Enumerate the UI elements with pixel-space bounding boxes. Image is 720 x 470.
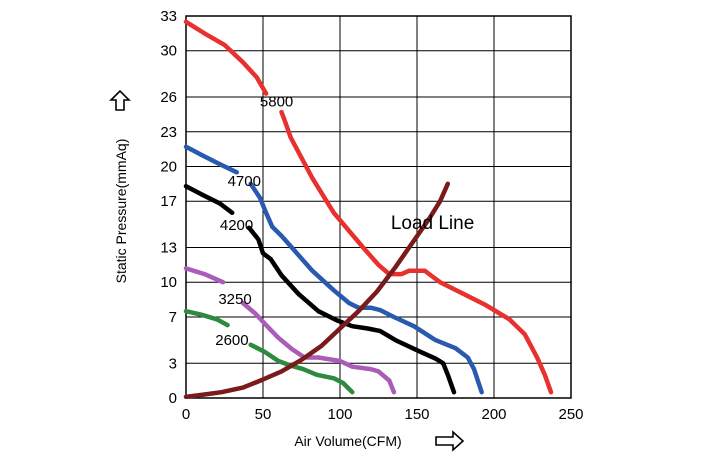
x-tick-label: 200 <box>481 406 506 423</box>
series-line-4200 <box>246 225 457 395</box>
curve-labels: 5800 4700 4200 3250 2600 Load Line <box>215 93 474 348</box>
series-line-5800 <box>279 109 554 395</box>
series-line-3250 <box>183 266 226 285</box>
y-tick-label: 30 <box>160 43 177 60</box>
series-label-3250: 3250 <box>218 291 251 308</box>
series-line-5800 <box>183 19 269 96</box>
series-line-2600 <box>183 308 230 328</box>
series-line-4200 <box>183 183 235 216</box>
series-label-4200: 4200 <box>220 217 253 234</box>
x-tick-label: 150 <box>404 406 429 423</box>
y-tick-label: 3 <box>169 355 177 372</box>
curves <box>183 19 554 400</box>
series-line-2600 <box>248 342 355 395</box>
y-tick-label: 0 <box>169 390 177 407</box>
series-line-4700 <box>183 144 240 175</box>
series-label-load-line: Load Line <box>391 213 474 234</box>
y-tick-label: 33 <box>160 8 177 25</box>
series-line-load-line <box>183 181 451 400</box>
up-arrow-icon <box>109 89 131 111</box>
y-tick-label: 7 <box>169 309 177 326</box>
right-arrow-icon <box>435 430 465 452</box>
y-tick-label: 20 <box>160 158 177 175</box>
x-tick-label: 0 <box>182 406 190 423</box>
x-tick-label: 100 <box>327 406 352 423</box>
series-label-2600: 2600 <box>215 332 248 349</box>
series-line-4700 <box>248 181 484 395</box>
y-tick-label: 17 <box>160 193 177 210</box>
series-line-3250 <box>240 300 397 395</box>
y-axis-title: Static Pressure(mmAq) <box>113 139 129 284</box>
y-tick-label: 13 <box>160 240 177 257</box>
y-tick-label: 26 <box>160 89 177 106</box>
y-tick-label: 10 <box>160 274 177 291</box>
grid <box>185 15 572 399</box>
tick-labels: 0 50 100 150 200 250 0 3 7 10 13 17 20 23 26 30 33 <box>160 8 583 423</box>
x-axis-title: Air Volume(CFM) <box>294 433 401 449</box>
series-label-5800: 5800 <box>260 93 293 110</box>
x-tick-label: 50 <box>255 406 272 423</box>
y-tick-label: 23 <box>160 124 177 141</box>
plot-frame <box>185 15 572 399</box>
x-tick-label: 250 <box>558 406 583 423</box>
series-label-4700: 4700 <box>228 173 261 190</box>
